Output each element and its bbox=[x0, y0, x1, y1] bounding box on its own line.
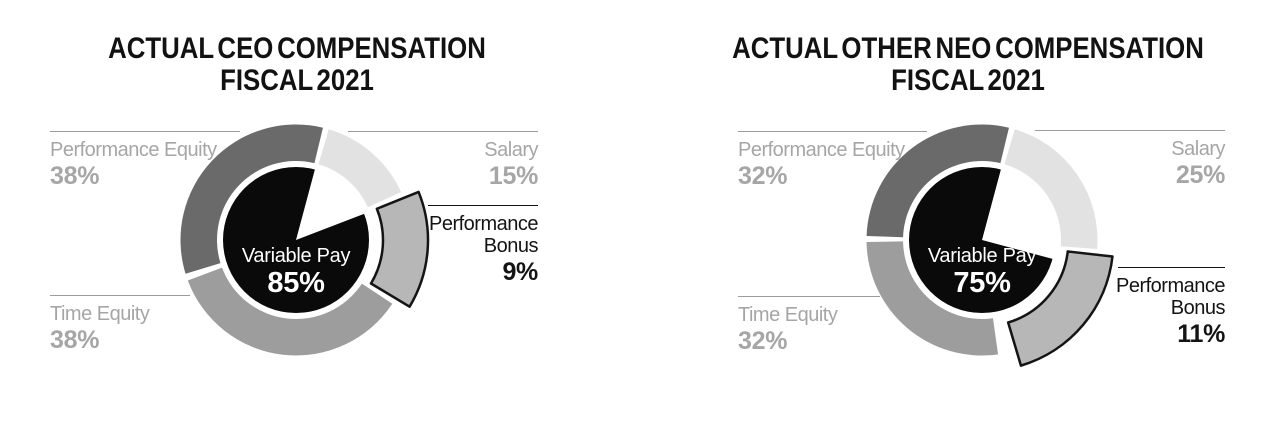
ceo-chart-title: ACTUAL CEO COMPENSATION FISCAL 2021 bbox=[108, 32, 486, 97]
segment-salary bbox=[1004, 129, 1098, 250]
ceo-donut-chart bbox=[180, 124, 430, 356]
neo-callout-performance-bonus: Performance Bonus 11% bbox=[1045, 267, 1226, 348]
center-pie-cutout-wedge bbox=[982, 169, 1056, 260]
neo-callout-time-equity: Time Equity 32% bbox=[738, 296, 898, 355]
segment-salary bbox=[318, 129, 402, 208]
callout-percent: 38% bbox=[50, 162, 100, 190]
ceo-callout-time-equity: Time Equity 38% bbox=[50, 295, 210, 354]
callout-percent: 32% bbox=[738, 327, 788, 355]
leader-line bbox=[1118, 267, 1225, 268]
segment-performance-bonus-exploded bbox=[369, 190, 430, 308]
callout-percent: 38% bbox=[50, 326, 100, 354]
leader-line bbox=[1035, 130, 1225, 131]
segment-time-equity bbox=[187, 267, 393, 356]
leader-line bbox=[428, 205, 538, 206]
ceo-callout-performance-equity: Performance Equity 38% bbox=[50, 131, 240, 190]
segment-performance-equity bbox=[180, 124, 323, 274]
callout-percent: 32% bbox=[738, 162, 788, 190]
callout-percent: 11% bbox=[1177, 320, 1225, 348]
neo-chart-title: ACTUAL OTHER NEO COMPENSATION FISCAL 202… bbox=[732, 32, 1204, 97]
callout-percent: 15% bbox=[488, 162, 538, 190]
segment-performance-bonus-exploded bbox=[1006, 250, 1114, 367]
callout-label: Performance Equity bbox=[50, 139, 217, 161]
segment-performance-equity bbox=[866, 124, 1009, 238]
segment-time-equity bbox=[866, 241, 999, 356]
neo-callout-salary: Salary 25% bbox=[1035, 130, 1226, 189]
leader-line bbox=[50, 295, 190, 296]
callout-label: Time Equity bbox=[738, 304, 838, 326]
leader-line bbox=[738, 131, 927, 132]
callout-percent: 9% bbox=[502, 258, 538, 286]
callout-label: Time Equity bbox=[50, 303, 150, 325]
ceo-callout-performance-bonus: Performance Bonus 9% bbox=[358, 205, 539, 286]
neo-donut-chart bbox=[866, 124, 1114, 367]
ceo-callout-salary: Salary 15% bbox=[348, 131, 539, 190]
callout-label: Performance Bonus bbox=[1116, 275, 1226, 319]
callout-label: Salary bbox=[1171, 138, 1225, 160]
leader-line bbox=[738, 296, 880, 297]
callout-percent: 25% bbox=[1175, 161, 1225, 189]
neo-callout-performance-equity: Performance Equity 32% bbox=[738, 131, 927, 190]
center-pie-cutout-wedge bbox=[296, 169, 365, 240]
callout-label: Performance Bonus bbox=[429, 213, 539, 257]
callout-label: Performance Equity bbox=[738, 139, 905, 161]
leader-line bbox=[50, 131, 240, 132]
leader-line bbox=[348, 131, 538, 132]
callout-label: Salary bbox=[484, 139, 538, 161]
